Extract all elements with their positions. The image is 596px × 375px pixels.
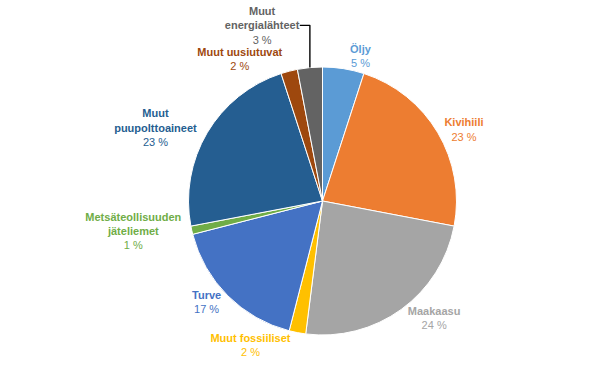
svg-text:Muutenergialähteet3 %: Muutenergialähteet3 % — [225, 5, 300, 46]
svg-text:Muut uusiutuvat2 %: Muut uusiutuvat2 % — [197, 46, 282, 72]
svg-text:Muutpuupolttoaineet23 %: Muutpuupolttoaineet23 % — [114, 107, 197, 148]
svg-text:Maakaasu24 %: Maakaasu24 % — [408, 305, 461, 331]
svg-text:Turve17 %: Turve17 % — [192, 289, 221, 315]
svg-text:Öljy5 %: Öljy5 % — [350, 43, 372, 69]
svg-text:Muut fossiiliset2 %: Muut fossiiliset2 % — [210, 332, 290, 358]
svg-text:Metsäteollisuudenjäteliemet1 %: Metsäteollisuudenjäteliemet1 % — [85, 211, 181, 252]
svg-text:Kivihiili23 %: Kivihiili23 % — [444, 116, 483, 142]
